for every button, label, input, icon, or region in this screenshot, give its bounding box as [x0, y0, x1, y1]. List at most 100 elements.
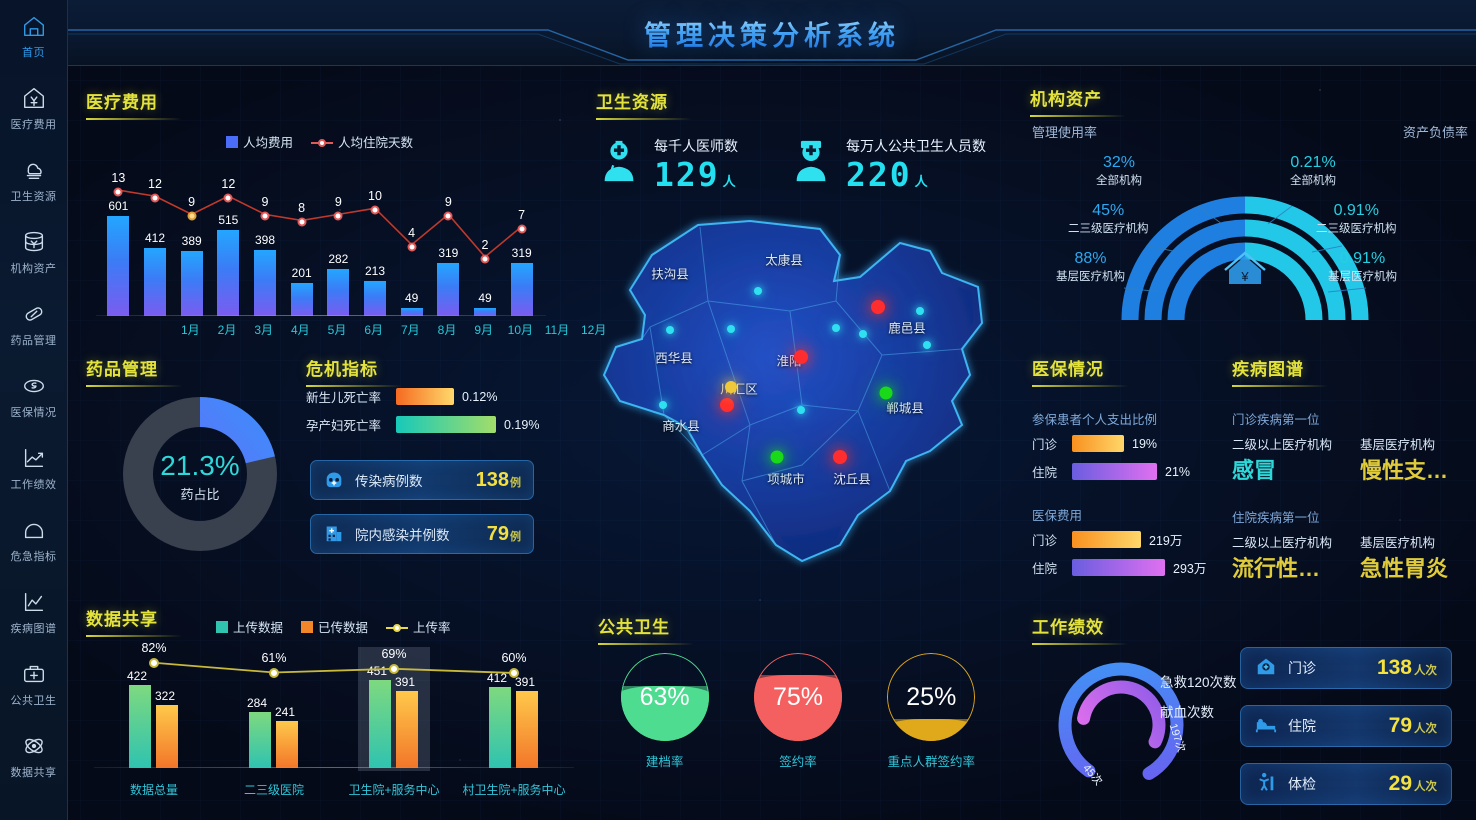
chart-axis-line [94, 767, 574, 768]
sidebar-item-nav10[interactable]: 数据共享 [0, 720, 67, 792]
line-point-value: 4 [408, 225, 416, 240]
sidebar-item-home[interactable]: 首页 [0, 0, 67, 72]
disease-column-head: 二级以上医疗机构 [1232, 536, 1333, 550]
map-marker-red[interactable] [720, 398, 734, 412]
kpi-label: 每万人公共卫生人员数 [846, 138, 986, 154]
sidebar-item-nav8[interactable]: 疾病图谱 [0, 576, 67, 648]
axis-label: 11月 [544, 323, 570, 337]
line-point-value: 60% [501, 651, 527, 665]
sidebar-item-nav4[interactable]: 药品管理 [0, 288, 67, 360]
map-region-label[interactable]: 郸城县 [886, 401, 924, 416]
map-region-label[interactable]: 鹿邑县 [888, 321, 926, 336]
map-marker-green[interactable] [770, 450, 784, 464]
axis-label: 数据总量 [129, 783, 179, 797]
performance-card-2[interactable]: 体检 29 人次 [1240, 763, 1452, 805]
sidebar-item-label: 工作绩效 [10, 478, 57, 491]
line-point [187, 211, 197, 221]
gauge-value: 0.91% [1339, 250, 1386, 267]
map-region-label[interactable]: 扶沟县 [651, 267, 689, 282]
bar-value: 219万 [1149, 534, 1183, 548]
line-point [407, 242, 417, 252]
sidebar-item-nav6[interactable]: 工作绩效 [0, 432, 67, 504]
map-marker-green[interactable] [879, 386, 893, 400]
liquid-gauge: 75% [753, 653, 842, 741]
gauge-institution-asset: ¥ 32% 全部机构 45% 二三级医疗机构 88% 基层医疗机构 0.21% 全部机构 0.… [1056, 140, 1400, 325]
house-yuan-icon: ¥ [1224, 251, 1266, 284]
panel-crisis: 危机指标 新生儿死亡率 0.12% 孕产妇死亡率 0.19% 传染病例数 138… [306, 355, 556, 585]
bar [180, 251, 203, 316]
map-marker-cyan[interactable] [859, 330, 867, 338]
table-row: 412 391 [487, 671, 539, 768]
panel-disease: 疾病图谱 门诊疾病第一位 二级以上医疗机构 感冒 基层医疗机构 慢性支… 住院疾… [1232, 355, 1476, 595]
cloud-icon [21, 157, 47, 183]
sidebar-item-nav2[interactable]: 卫生资源 [0, 144, 67, 216]
bar-label: 住院 [1032, 466, 1058, 480]
map-marker-cyan[interactable] [916, 307, 924, 315]
bar-track [1072, 531, 1141, 548]
map-region-label[interactable]: 太康县 [765, 253, 803, 268]
line-point-value: 9 [261, 195, 269, 210]
map-marker-red[interactable] [794, 350, 808, 364]
axis-label: 4月 [290, 323, 310, 337]
gauge-wave [889, 719, 976, 741]
sidebar-item-nav1[interactable]: 医疗费用 [0, 72, 67, 144]
sidebar-item-nav3[interactable]: 机构资产 [0, 216, 67, 288]
map-marker-cyan[interactable] [832, 324, 840, 332]
section-title-drug-management: 药品管理 [86, 360, 158, 379]
axis-label: 10月 [507, 323, 534, 337]
gauge-name: 二三级医疗机构 [1316, 223, 1397, 235]
bar [400, 307, 423, 316]
axis-label: 6月 [364, 323, 383, 337]
map-marker-cyan[interactable] [923, 341, 931, 349]
crisis-card-0[interactable]: 传染病例数 138例 [310, 460, 534, 500]
map-marker-red[interactable] [871, 300, 885, 314]
map-marker-red[interactable] [833, 450, 847, 464]
map-marker-cyan[interactable] [659, 401, 667, 409]
map-marker-cyan[interactable] [666, 326, 674, 334]
map-region-label[interactable]: 项城市 [767, 472, 805, 487]
disease-column: 基层医疗机构 急性胃炎 [1360, 532, 1470, 583]
insurance-bar-g1-1: 住院 21% [1032, 462, 1247, 481]
bar [510, 263, 533, 316]
svg-text:药占比: 药占比 [180, 487, 219, 502]
title-underline [86, 635, 182, 637]
kpi-unit: 人 [722, 174, 738, 189]
bar-value: 601 [108, 199, 129, 214]
performance-card-0[interactable]: 门诊 138 人次 [1240, 647, 1452, 689]
sidebar-item-nav7[interactable]: 危急指标 [0, 504, 67, 576]
disease-section-list: 门诊疾病第一位 二级以上医疗机构 感冒 基层医疗机构 慢性支… 住院疾病第一位 … [1232, 409, 1476, 583]
axis-label: 二三级医院 [243, 783, 305, 797]
sidebar-item-label: 疾病图谱 [10, 622, 57, 635]
title-underline [86, 385, 182, 387]
gauge-arcs: ¥ [1121, 196, 1369, 321]
performance-card-value: 138 人次 [1376, 656, 1437, 679]
sidebar-item-nav9[interactable]: 公共卫生 [0, 648, 67, 720]
sidebar-item-nav5[interactable]: 医保情况 [0, 360, 67, 432]
map-marker-cyan[interactable] [797, 406, 805, 414]
gauge-percent: 63% [639, 682, 690, 711]
sidebar-item-label: 公共卫生 [10, 694, 57, 707]
kpi-0: 每千人医师数 129 人 [596, 136, 738, 191]
bar-uploaded [489, 687, 511, 768]
line-point [370, 205, 380, 215]
checkup-icon [1255, 771, 1277, 798]
crisis-card-1[interactable]: 院内感染并例数 79例 [310, 514, 534, 554]
legend-medical-cost: 人均费用 人均住院天数 [226, 132, 413, 151]
gauge-percent: 75% [772, 682, 823, 711]
performance-card-1[interactable]: 住院 79 人次 [1240, 705, 1452, 747]
map-region-label[interactable]: 商水县 [662, 419, 700, 434]
kpi-value: 129 人 [654, 155, 738, 194]
disease-column: 二级以上医疗机构 流行性… [1232, 532, 1342, 583]
performance-card-value: 29 人次 [1388, 772, 1437, 795]
map-zhoukou[interactable]: 扶沟县 太康县 西华县 淮阳 鹿邑县 川汇区 商水县 郸城县 项城市 沈丘县 [590, 215, 990, 595]
map-marker-gold[interactable] [725, 381, 737, 393]
map-region-label[interactable]: 西华县 [655, 351, 693, 366]
crisis-bar-1: 孕产妇死亡率 0.19% [306, 415, 556, 434]
map-region-label[interactable]: 沈丘县 [833, 472, 871, 487]
map-marker-cyan[interactable] [727, 325, 735, 333]
legend-performance: 急救120次数 献血次数 [1160, 671, 1237, 731]
map-marker-cyan[interactable] [754, 287, 762, 295]
bar-label: 门诊 [1032, 534, 1058, 548]
line-point-value: 69% [381, 646, 407, 661]
section-title-performance: 工作绩效 [1032, 618, 1104, 637]
